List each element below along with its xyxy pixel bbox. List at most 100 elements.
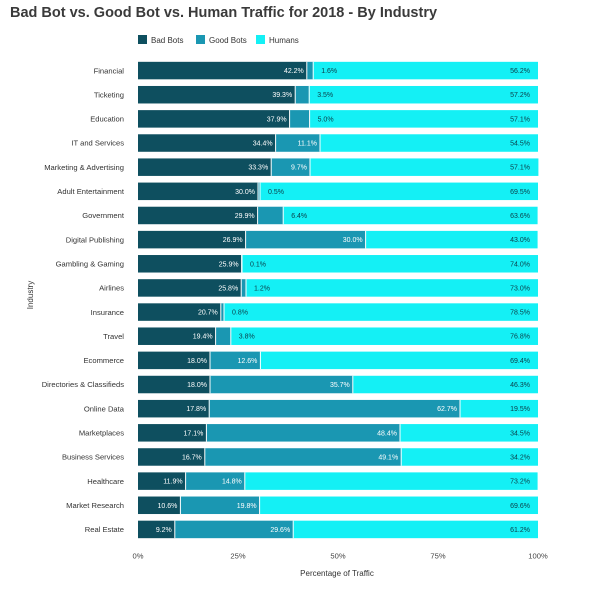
data-label: 57.1% — [510, 165, 530, 172]
category-label: Airlines — [99, 284, 124, 293]
data-label: 9.7% — [291, 165, 307, 172]
data-label: 26.9% — [223, 237, 243, 244]
bar-segment — [185, 472, 245, 490]
bar-segment — [320, 134, 538, 152]
bar-segment — [210, 351, 261, 370]
bar-segment — [138, 134, 276, 152]
data-label: 25.9% — [219, 261, 239, 268]
data-label: 19.8% — [237, 503, 257, 510]
legend-swatch-2 — [256, 35, 265, 44]
bar-segment — [400, 424, 538, 442]
data-label: 34.2% — [510, 454, 530, 461]
data-label: 34.4% — [253, 141, 273, 148]
bar-segment — [138, 448, 205, 466]
data-label: 69.5% — [510, 189, 530, 196]
category-label: Marketplaces — [79, 429, 124, 438]
data-label: 3.5% — [317, 92, 333, 99]
bar-segment — [230, 327, 539, 345]
bar-segment — [295, 85, 310, 104]
bar-segment — [138, 61, 307, 80]
data-label: 57.1% — [510, 116, 530, 123]
category-label: Education — [90, 115, 124, 124]
bar-segment — [138, 279, 242, 297]
bar-segment — [275, 134, 320, 152]
data-label: 11.9% — [163, 479, 182, 486]
data-label: 48.4% — [377, 430, 397, 437]
category-label: Adult Entertainment — [57, 187, 125, 196]
data-label: 69.6% — [510, 503, 530, 510]
category-label: Marketing & Advertising — [44, 163, 124, 172]
data-label: 29.6% — [270, 527, 290, 534]
data-label: 5.0% — [318, 116, 334, 123]
data-label: 0.8% — [232, 310, 248, 317]
data-label: 76.8% — [510, 334, 530, 341]
bar-segment — [306, 61, 314, 80]
data-label: 34.5% — [510, 430, 530, 437]
data-label: 39.3% — [272, 92, 292, 99]
bar-segment — [309, 110, 538, 128]
x-tick-label: 75% — [430, 552, 445, 561]
x-tick-label: 100% — [528, 552, 548, 561]
data-label: 56.2% — [510, 68, 530, 75]
bar-segment — [138, 424, 207, 442]
category-label: Government — [82, 211, 125, 220]
data-label: 63.6% — [510, 213, 530, 220]
bar-segment — [138, 110, 290, 128]
category-label: Market Research — [66, 501, 124, 510]
data-label: 1.6% — [321, 68, 337, 75]
category-label: Healthcare — [87, 477, 124, 486]
data-label: 12.6% — [238, 358, 258, 365]
x-tick-label: 50% — [330, 552, 345, 561]
category-label: Online Data — [84, 404, 125, 413]
chart-title: Bad Bot vs. Good Bot vs. Human Traffic f… — [10, 5, 438, 21]
bar-segment — [138, 303, 221, 321]
bar-segment — [242, 255, 538, 273]
bar-segment — [138, 496, 181, 515]
bar-segment — [313, 61, 538, 80]
category-label: Directories & Classifieds — [42, 380, 124, 389]
bar-segment — [210, 375, 353, 394]
bar-segment — [241, 279, 246, 297]
bar-segment — [138, 206, 258, 225]
bar-segment — [138, 182, 258, 201]
x-axis-title: Percentage of Traffic — [300, 569, 374, 578]
data-label: 33.3% — [248, 165, 268, 172]
category-label: Digital Publishing — [66, 235, 124, 244]
bar-segment — [283, 206, 538, 225]
bar-segment — [220, 303, 224, 321]
bar-segment — [224, 303, 538, 321]
data-label: 30.0% — [235, 189, 255, 196]
bar-segment — [138, 255, 242, 273]
data-label: 14.8% — [222, 479, 242, 486]
data-label: 19.4% — [193, 334, 213, 341]
data-label: 62.7% — [437, 406, 457, 413]
bar-segment — [138, 158, 272, 176]
data-label: 30.0% — [343, 237, 363, 244]
data-label: 17.8% — [186, 406, 206, 413]
bar-segment — [244, 472, 538, 490]
data-label: 25.8% — [218, 285, 238, 292]
bar-segment — [245, 230, 366, 249]
category-label: Insurance — [91, 308, 124, 317]
data-label: 3.8% — [239, 334, 255, 341]
bar-segment — [352, 375, 538, 394]
bar-segment — [257, 206, 284, 225]
data-label: 11.1% — [298, 141, 317, 148]
x-tick-label: 0% — [133, 552, 144, 561]
bar-segment — [460, 399, 538, 418]
data-label: 1.2% — [254, 285, 270, 292]
data-label: 18.0% — [187, 382, 207, 389]
bar-segment — [260, 182, 538, 201]
data-label: 43.0% — [510, 237, 530, 244]
data-label: 0.1% — [250, 261, 266, 268]
bar-segment — [180, 496, 260, 515]
legend-label-1: Good Bots — [209, 36, 247, 45]
bar-segment — [271, 158, 310, 176]
data-label: 61.2% — [510, 527, 530, 534]
bar-segment — [209, 399, 460, 418]
bar-segment — [260, 351, 538, 370]
bar-segment — [259, 496, 538, 515]
bar-segment — [138, 85, 296, 104]
data-label: 69.4% — [510, 358, 530, 365]
